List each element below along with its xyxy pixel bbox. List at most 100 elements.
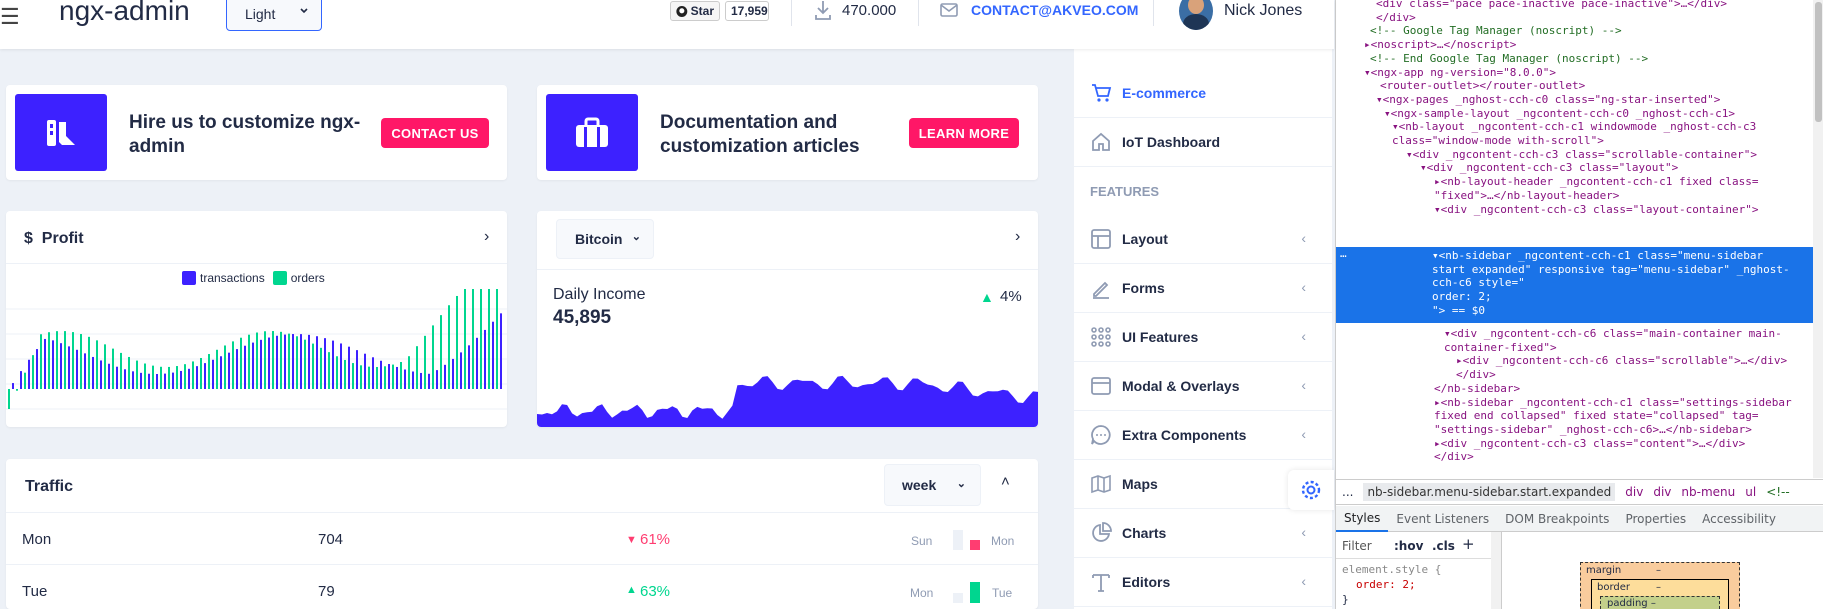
- node-actions-icon[interactable]: …: [1340, 247, 1347, 260]
- tab-properties[interactable]: Properties: [1625, 511, 1687, 526]
- dom-node-line[interactable]: <div class="pace pace-inactive pace-inac…: [1376, 0, 1727, 10]
- profit-bar: [136, 360, 138, 389]
- dom-node-line[interactable]: ▸<div _ngcontent-cch-c3 class="content">…: [1434, 436, 1746, 450]
- profit-bar: [52, 340, 54, 389]
- sidebar-item-layout[interactable]: Layout ‹: [1074, 215, 1332, 264]
- dom-node-line[interactable]: ▾<nb-layout _ngcontent-cch-c1 windowmode…: [1392, 120, 1757, 134]
- collapse-icon[interactable]: ˄: [1001, 473, 1010, 490]
- sidebar-item-editors[interactable]: Editors ‹: [1074, 558, 1332, 607]
- profit-bar: [480, 289, 482, 389]
- dom-node-line[interactable]: fixed end collapsed" fixed state="collap…: [1434, 409, 1759, 423]
- dom-node-line[interactable]: "fixed">…</nb-layout-header>: [1434, 188, 1620, 202]
- period-select[interactable]: week ⌄: [884, 464, 981, 506]
- dom-node-line[interactable]: ▸<div _ngcontent-cch-c6 class="scrollabl…: [1456, 354, 1788, 368]
- message-circle-icon: [1091, 425, 1111, 445]
- dom-node-line[interactable]: </div>: [1376, 10, 1416, 24]
- theme-select[interactable]: Light: [226, 0, 322, 31]
- traffic-cur-bar: [970, 540, 980, 550]
- styles-filter-input[interactable]: Filter: [1342, 539, 1372, 553]
- github-star-button[interactable]: Star: [670, 1, 720, 21]
- dom-node-line[interactable]: ▸<nb-layout-header _ngcontent-cch-c1 fix…: [1434, 175, 1759, 189]
- profit-bar: [140, 372, 142, 389]
- style-prop[interactable]: order: 2;: [1356, 578, 1416, 591]
- layout-icon: [1091, 229, 1111, 249]
- brand-title[interactable]: ngx-admin: [59, 0, 190, 26]
- dom-node-line[interactable]: ▾<div _ngcontent-cch-c3 class="scrollabl…: [1406, 147, 1757, 161]
- add-rule-icon[interactable]: +: [1462, 535, 1475, 553]
- breadcrumb-ul[interactable]: ul: [1745, 485, 1757, 499]
- breadcrumb-comment[interactable]: <!--: [1766, 485, 1790, 499]
- tab-accessibility[interactable]: Accessibility: [1702, 511, 1776, 526]
- sidebar-item-iot-dashboard[interactable]: IoT Dashboard: [1074, 118, 1332, 167]
- dom-node-line[interactable]: "settings-sidebar" _nghost-cch-c6>…</nb-…: [1434, 422, 1752, 436]
- sidebar-item-charts[interactable]: Charts ‹: [1074, 509, 1332, 558]
- chevron-right-icon[interactable]: ›: [484, 228, 490, 245]
- profit-title: $ Profit: [24, 230, 84, 248]
- sidebar-item-maps[interactable]: Maps: [1074, 460, 1332, 509]
- tab-dom-breakpoints[interactable]: DOM Breakpoints: [1505, 511, 1610, 526]
- profit-bar: [116, 366, 118, 389]
- dom-node-line[interactable]: ▾<div _ngcontent-cch-c3 class="layout">: [1420, 161, 1679, 175]
- period-select-value: week: [902, 477, 937, 493]
- profit-bar: [444, 364, 446, 389]
- user-name[interactable]: Nick Jones: [1224, 2, 1303, 19]
- contact-us-button[interactable]: CONTACT US: [381, 118, 489, 148]
- dom-node-line[interactable]: <!-- Google Tag Manager (noscript) -->: [1370, 24, 1622, 38]
- hov-toggle[interactable]: :hov: [1394, 539, 1424, 553]
- dom-node-line[interactable]: ▸<nb-sidebar _ngcontent-cch-c1 class="se…: [1434, 395, 1792, 409]
- dom-node-line[interactable]: ▾<ngx-pages _nghost-cch-c0 class="ng-sta…: [1376, 92, 1721, 106]
- tab-styles[interactable]: Styles: [1336, 506, 1389, 532]
- profit-bar: [440, 315, 442, 389]
- box-padding[interactable]: padding –: [1600, 596, 1720, 609]
- contact-email-link[interactable]: CONTACT@AKVEO.COM: [971, 2, 1139, 18]
- coin-select[interactable]: Bitcoin ⌄: [556, 219, 654, 259]
- settings-toggle[interactable]: [1288, 470, 1334, 510]
- sidebar-item-extra-components[interactable]: Extra Components ‹: [1074, 411, 1332, 460]
- dom-node-line[interactable]: <!-- End Google Tag Manager (noscript) -…: [1370, 51, 1649, 65]
- tab-event-listeners[interactable]: Event Listeners: [1396, 511, 1490, 526]
- dom-node-line[interactable]: <router-outlet></router-outlet>: [1380, 79, 1586, 93]
- profit-bar: [156, 373, 158, 389]
- sidebar-item-ui-features[interactable]: UI Features ‹: [1074, 313, 1332, 362]
- promo-title-line1: Documentation and: [660, 112, 838, 133]
- avatar[interactable]: [1179, 0, 1213, 30]
- dom-node-line[interactable]: </nb-sidebar>: [1434, 381, 1521, 395]
- dom-node-line[interactable]: </div>: [1434, 450, 1474, 464]
- dom-node-line[interactable]: ▾<div _ngcontent-cch-c3 class="layout-co…: [1434, 202, 1759, 216]
- menu-toggle-icon[interactable]: ☰: [0, 4, 20, 29]
- cls-toggle[interactable]: .cls: [1432, 539, 1455, 553]
- breadcrumb-div[interactable]: div: [1625, 485, 1644, 499]
- breadcrumb-nb-menu[interactable]: nb-menu: [1681, 485, 1736, 499]
- box-margin[interactable]: margin – border – padding –: [1580, 562, 1740, 609]
- dom-node-line[interactable]: container-fixed">: [1444, 340, 1557, 354]
- box-margin-label: margin: [1586, 565, 1622, 576]
- profit-bar: [144, 363, 146, 389]
- dom-node-line[interactable]: ▾<div _ngcontent-cch-c6 class="main-cont…: [1444, 327, 1782, 340]
- profit-bar: [292, 334, 294, 389]
- dom-tree[interactable]: <div class="pace pace-inactive pace-inac…: [1336, 0, 1814, 478]
- dom-node-line[interactable]: ▸<noscript>…</noscript>: [1364, 38, 1517, 52]
- breadcrumb-div[interactable]: div: [1653, 485, 1672, 499]
- dom-node-line[interactable]: class="window-mode with-scroll">: [1392, 134, 1604, 147]
- sidebar-item-label: Editors: [1122, 574, 1171, 590]
- learn-more-button[interactable]: LEARN MORE: [909, 118, 1019, 148]
- box-border[interactable]: border – padding –: [1591, 579, 1729, 609]
- styles-scrollbar[interactable]: [1491, 532, 1501, 609]
- profit-bar: [428, 373, 430, 389]
- income-chart: [537, 375, 1038, 427]
- sidebar-item-modal-overlays[interactable]: Modal & Overlays ‹: [1074, 362, 1332, 411]
- dom-node-line[interactable]: </div>: [1456, 368, 1496, 382]
- box-margin-value: –: [1656, 565, 1661, 576]
- breadcrumb-more[interactable]: ...: [1342, 485, 1354, 499]
- dom-scrollbar[interactable]: [1813, 0, 1823, 478]
- sidebar-item-ecommerce[interactable]: E-commerce: [1074, 69, 1332, 118]
- selected-node-line: start expanded" responsive tag="menu-sid…: [1432, 262, 1790, 276]
- profit-bar: [60, 343, 62, 389]
- sidebar-item-forms[interactable]: Forms ‹: [1074, 264, 1332, 313]
- selected-dom-node[interactable]: … ▾<nb-sidebar _ngcontent-cch-c1 class="m…: [1336, 247, 1813, 323]
- dom-node-line[interactable]: ▾<ngx-app ng-version="8.0.0">: [1364, 65, 1557, 79]
- star-count-value: 17,959: [731, 4, 768, 18]
- chevron-right-icon[interactable]: ›: [1015, 228, 1021, 245]
- dom-node-line[interactable]: ▾<ngx-sample-layout _ngcontent-cch-c0 _n…: [1384, 106, 1735, 120]
- breadcrumb-sidebar[interactable]: nb-sidebar.menu-sidebar.start.expanded: [1363, 483, 1616, 501]
